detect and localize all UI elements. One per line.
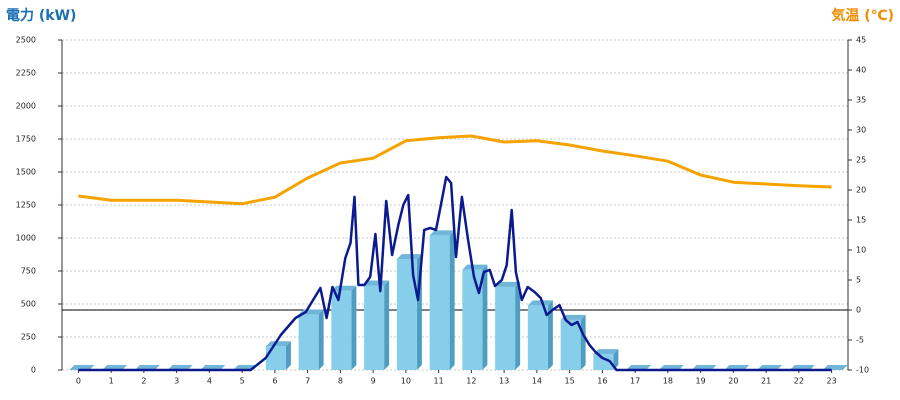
- y-tick-label: 1250: [16, 201, 36, 210]
- bar-top: [495, 281, 521, 287]
- x-tick-label: 7: [305, 377, 310, 386]
- x-tick-label: 0: [76, 377, 81, 386]
- bar: [298, 314, 319, 370]
- x-tick-label: 2: [141, 377, 146, 386]
- bar-side: [285, 341, 291, 370]
- x-tick-label: 17: [630, 377, 640, 386]
- bar-top: [331, 285, 357, 291]
- y2-tick-label: -5: [856, 336, 864, 345]
- bar-top: [527, 300, 553, 306]
- bar: [527, 305, 548, 370]
- bar-side: [351, 285, 357, 370]
- x-tick-label: 1: [109, 377, 114, 386]
- bar: [364, 285, 385, 370]
- bar-top: [593, 349, 619, 355]
- y2-tick-label: 10: [856, 246, 866, 255]
- bar-side: [449, 230, 455, 370]
- bar: [396, 259, 417, 370]
- y-tick-label: 2000: [16, 102, 36, 111]
- y-tick-label: 500: [21, 300, 36, 309]
- bar-top: [364, 280, 390, 286]
- bar-top: [429, 230, 455, 236]
- x-tick-label: 10: [401, 377, 411, 386]
- x-tick-label: 19: [696, 377, 706, 386]
- x-tick-label: 5: [240, 377, 245, 386]
- y2-tick-label: 35: [856, 96, 866, 105]
- y2-tick-label: 15: [856, 216, 866, 225]
- bar-side: [482, 264, 488, 370]
- x-tick-label: 8: [338, 377, 343, 386]
- bar-top: [265, 341, 291, 347]
- x-tick-label: 12: [466, 377, 476, 386]
- y2-tick-label: 20: [856, 186, 866, 195]
- x-tick-label: 18: [663, 377, 673, 386]
- x-tick-label: 3: [174, 377, 179, 386]
- bar-side: [613, 349, 619, 370]
- bar-top: [462, 264, 488, 270]
- bar: [265, 346, 286, 370]
- x-tick-label: 15: [565, 377, 575, 386]
- x-tick-label: 9: [371, 377, 376, 386]
- y-axis-title: 電力 (kW): [6, 7, 76, 24]
- bar: [593, 354, 614, 370]
- y-tick-label: 250: [21, 333, 36, 342]
- bar-top: [560, 314, 586, 320]
- y2-tick-label: 45: [856, 36, 866, 45]
- y2-axis-title: 気温 (℃): [831, 7, 894, 24]
- bar-side: [547, 300, 553, 370]
- bar-top: [396, 254, 422, 260]
- x-tick-label: 23: [827, 377, 837, 386]
- x-tick-label: 14: [532, 377, 542, 386]
- y-tick-label: 750: [21, 267, 36, 276]
- bar: [429, 235, 450, 370]
- x-tick-label: 4: [207, 377, 212, 386]
- bar-side: [318, 309, 324, 370]
- y2-tick-label: 5: [856, 276, 861, 285]
- x-tick-label: 16: [597, 377, 607, 386]
- y2-tick-label: -10: [856, 366, 869, 375]
- x-tick-label: 11: [434, 377, 444, 386]
- x-tick-label: 20: [728, 377, 738, 386]
- bar: [331, 290, 352, 370]
- bar-side: [515, 281, 521, 370]
- bar: [462, 269, 483, 370]
- y-tick-label: 2250: [16, 69, 36, 78]
- bar: [560, 319, 581, 370]
- bar-side: [580, 314, 586, 370]
- bar: [495, 286, 516, 370]
- x-tick-label: 21: [761, 377, 771, 386]
- y2-tick-label: 25: [856, 156, 866, 165]
- y-tick-label: 2500: [16, 36, 36, 45]
- line: [78, 134, 832, 206]
- y-tick-label: 1750: [16, 135, 36, 144]
- y2-tick-label: 0: [856, 306, 861, 315]
- bar-side: [384, 280, 390, 370]
- x-tick-label: 13: [499, 377, 509, 386]
- y2-tick-label: 40: [856, 66, 866, 75]
- line: [78, 175, 832, 372]
- x-tick-label: 6: [272, 377, 277, 386]
- y-tick-label: 1500: [16, 168, 36, 177]
- x-tick-label: 22: [794, 377, 804, 386]
- y-tick-label: 1000: [16, 234, 36, 243]
- y2-tick-label: 30: [856, 126, 866, 135]
- y-tick-label: 0: [31, 366, 36, 375]
